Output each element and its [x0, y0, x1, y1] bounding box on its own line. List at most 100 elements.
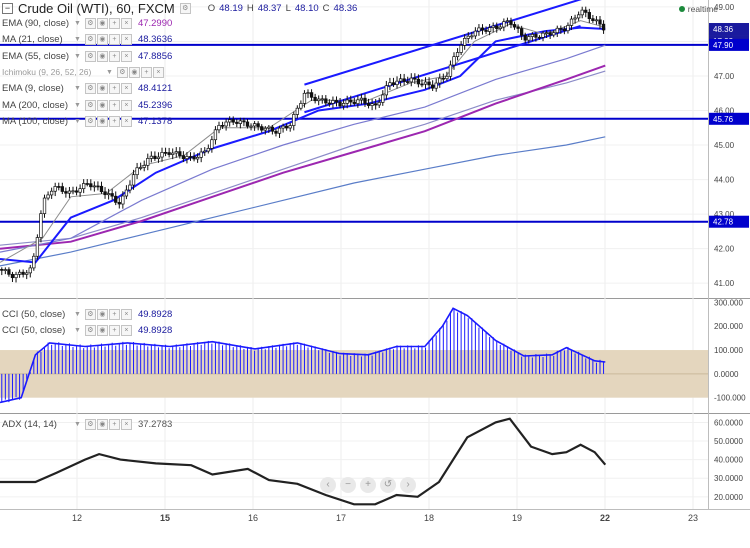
- x-tick-label: 16: [248, 513, 258, 523]
- indicator-value: 48.4121: [137, 83, 173, 95]
- close-icon[interactable]: ×: [120, 419, 132, 430]
- visibility-icon[interactable]: ◉: [128, 66, 140, 78]
- settings-icon[interactable]: ⚙: [84, 18, 96, 29]
- add-icon[interactable]: +: [108, 34, 120, 46]
- indicator-legend-row[interactable]: EMA (90, close) ▼ ⚙ ◉ + × 47.2990: [0, 16, 172, 31]
- close-icon[interactable]: ×: [120, 99, 132, 111]
- settings-icon[interactable]: ⚙: [84, 115, 96, 127]
- close-icon[interactable]: ×: [120, 309, 132, 320]
- add-icon[interactable]: +: [140, 66, 152, 78]
- candle-body: [263, 127, 267, 131]
- indicator-legend-row[interactable]: MA (21, close) ▼ ⚙ ◉ + × 48.3636: [0, 32, 172, 47]
- visibility-icon[interactable]: ◉: [96, 419, 108, 430]
- candle-body: [46, 194, 50, 199]
- close-icon[interactable]: ×: [152, 66, 164, 78]
- add-icon[interactable]: +: [108, 18, 120, 29]
- indicator-legend-row[interactable]: CCI (50, close) ▼ ⚙ ◉ + × 49.8928: [0, 323, 172, 338]
- settings-icon[interactable]: ⚙: [116, 66, 128, 78]
- candle-body: [448, 64, 453, 77]
- candle-body: [284, 125, 289, 129]
- visibility-icon[interactable]: ◉: [96, 83, 108, 95]
- zoom-in-icon[interactable]: +: [360, 477, 376, 493]
- candle-body: [338, 101, 342, 107]
- visibility-icon[interactable]: ◉: [96, 115, 108, 127]
- chevron-down-icon[interactable]: ▼: [74, 327, 81, 334]
- visibility-icon[interactable]: ◉: [96, 50, 108, 62]
- indicator-legend-row[interactable]: Ichimoku (9, 26, 52, 26) ▼ ⚙ ◉ + ×: [0, 65, 170, 80]
- candle-body: [576, 14, 581, 19]
- candle-body: [381, 94, 385, 103]
- channel-line: [304, 0, 582, 86]
- indicator-name: Ichimoku (9, 26, 52, 26): [2, 67, 92, 78]
- chevron-down-icon[interactable]: ▼: [74, 117, 81, 125]
- close-icon[interactable]: ×: [120, 18, 132, 29]
- settings-icon[interactable]: ⚙: [84, 50, 96, 62]
- settings-icon[interactable]: ⚙: [84, 34, 96, 46]
- reset-icon[interactable]: ↺: [380, 477, 396, 493]
- candle-body: [92, 185, 97, 188]
- scroll-right-icon[interactable]: ›: [400, 477, 416, 493]
- candle-body: [473, 30, 478, 37]
- candle-body: [341, 103, 346, 107]
- candle-body: [231, 119, 235, 123]
- close-icon[interactable]: ×: [120, 50, 132, 62]
- candle-body: [235, 121, 239, 124]
- cci-tick-label: 100.000: [714, 346, 743, 355]
- price-label: 45.76: [713, 115, 734, 124]
- indicator-buttons: ⚙ ◉ + ×: [84, 83, 132, 95]
- indicator-legend-row[interactable]: EMA (55, close) ▼ ⚙ ◉ + × 47.8856: [0, 49, 172, 64]
- price-label-box: [709, 215, 749, 228]
- indicator-legend-row[interactable]: MA (200, close) ▼ ⚙ ◉ + × 45.2396: [0, 98, 172, 113]
- candle-body: [78, 188, 82, 193]
- visibility-icon[interactable]: ◉: [96, 309, 108, 320]
- close-icon[interactable]: ×: [120, 83, 132, 95]
- candle-body: [60, 186, 64, 192]
- candle-body: [7, 269, 11, 275]
- chevron-down-icon[interactable]: ▼: [74, 101, 81, 109]
- add-icon[interactable]: +: [108, 50, 120, 62]
- price-tick-label: 46.00: [714, 107, 735, 116]
- indicator-legend-row[interactable]: ADX (14, 14) ▼ ⚙ ◉ + × 37.2783: [0, 417, 172, 432]
- add-icon[interactable]: +: [108, 115, 120, 127]
- close-icon[interactable]: ×: [120, 115, 132, 127]
- candle-body: [562, 28, 567, 32]
- ema55-line: [0, 44, 606, 253]
- visibility-icon[interactable]: ◉: [96, 18, 108, 29]
- chevron-down-icon[interactable]: ▼: [74, 311, 81, 318]
- high-value: 48.37: [257, 3, 282, 14]
- close-icon[interactable]: ×: [120, 34, 132, 46]
- indicator-legend-row[interactable]: MA (100, close) ▼ ⚙ ◉ + × 47.1378: [0, 114, 172, 129]
- settings-icon[interactable]: ⚙: [84, 419, 96, 430]
- scroll-left-icon[interactable]: ‹: [320, 477, 336, 493]
- settings-icon[interactable]: ⚙: [84, 99, 96, 111]
- chevron-down-icon[interactable]: ▼: [106, 68, 113, 76]
- indicator-value: 47.8856: [137, 50, 173, 62]
- settings-icon[interactable]: ⚙: [84, 309, 96, 320]
- settings-icon[interactable]: ⚙: [84, 325, 96, 336]
- add-icon[interactable]: +: [108, 309, 120, 320]
- candle-body: [270, 126, 275, 132]
- add-icon[interactable]: +: [108, 83, 120, 95]
- zoom-out-icon[interactable]: −: [340, 477, 356, 493]
- symbol-title: Crude Oil (WTI), 60, FXCM: [18, 1, 175, 16]
- collapse-icon[interactable]: −: [2, 3, 13, 14]
- candle-body: [427, 81, 431, 86]
- visibility-icon[interactable]: ◉: [96, 34, 108, 46]
- close-icon[interactable]: ×: [120, 325, 132, 336]
- indicator-name: CCI (50, close): [2, 309, 66, 320]
- add-icon[interactable]: +: [108, 99, 120, 111]
- settings-icon[interactable]: ⚙: [179, 3, 191, 14]
- chevron-down-icon[interactable]: ▼: [74, 85, 81, 93]
- add-icon[interactable]: +: [108, 419, 120, 430]
- visibility-icon[interactable]: ◉: [96, 99, 108, 111]
- chevron-down-icon[interactable]: ▼: [74, 52, 81, 60]
- visibility-icon[interactable]: ◉: [96, 325, 108, 336]
- indicator-legend-row[interactable]: CCI (50, close) ▼ ⚙ ◉ + × 49.8928: [0, 307, 172, 322]
- add-icon[interactable]: +: [108, 325, 120, 336]
- chevron-down-icon[interactable]: ▼: [74, 20, 81, 27]
- chevron-down-icon[interactable]: ▼: [74, 36, 81, 44]
- settings-icon[interactable]: ⚙: [84, 83, 96, 95]
- chevron-down-icon[interactable]: ▼: [74, 421, 81, 428]
- indicator-legend-row[interactable]: EMA (9, close) ▼ ⚙ ◉ + × 48.4121: [0, 81, 172, 96]
